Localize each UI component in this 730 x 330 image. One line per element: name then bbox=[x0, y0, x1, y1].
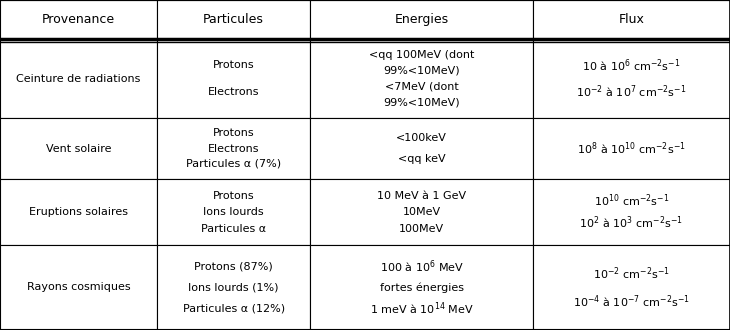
Bar bbox=[157, 179, 310, 245]
Text: Energies: Energies bbox=[394, 13, 449, 26]
Text: <qq keV: <qq keV bbox=[398, 154, 445, 164]
Text: 99%<10MeV): 99%<10MeV) bbox=[383, 97, 460, 107]
Text: Protons: Protons bbox=[212, 191, 255, 201]
Bar bbox=[310, 245, 533, 329]
Bar bbox=[0, 0, 157, 39]
Text: 99%<10MeV): 99%<10MeV) bbox=[383, 66, 460, 76]
Text: 10$^{10}$ cm$^{-2}$s$^{-1}$: 10$^{10}$ cm$^{-2}$s$^{-1}$ bbox=[593, 193, 669, 210]
Text: Protons: Protons bbox=[212, 60, 255, 70]
Bar bbox=[310, 179, 533, 245]
Text: 10$^{-2}$ cm$^{-2}$s$^{-1}$: 10$^{-2}$ cm$^{-2}$s$^{-1}$ bbox=[593, 265, 670, 281]
Bar bbox=[533, 0, 730, 39]
Bar bbox=[310, 39, 533, 118]
Text: Protons (87%): Protons (87%) bbox=[194, 261, 273, 271]
Text: Flux: Flux bbox=[618, 13, 645, 26]
Text: Particules α (12%): Particules α (12%) bbox=[182, 303, 285, 313]
Bar bbox=[310, 118, 533, 179]
Bar bbox=[533, 179, 730, 245]
Text: Particules α (7%): Particules α (7%) bbox=[186, 159, 281, 169]
Text: 10 MeV à 1 GeV: 10 MeV à 1 GeV bbox=[377, 191, 466, 201]
Text: Protons: Protons bbox=[212, 128, 255, 138]
Text: Ceinture de radiations: Ceinture de radiations bbox=[16, 74, 141, 83]
Text: Particules α: Particules α bbox=[201, 224, 266, 234]
Bar bbox=[0, 179, 157, 245]
Text: 1 meV à 10$^{14}$ MeV: 1 meV à 10$^{14}$ MeV bbox=[369, 300, 474, 316]
Text: 100 à 10$^{6}$ MeV: 100 à 10$^{6}$ MeV bbox=[380, 258, 464, 275]
Text: 10MeV: 10MeV bbox=[402, 207, 441, 217]
Bar bbox=[157, 118, 310, 179]
Text: Rayons cosmiques: Rayons cosmiques bbox=[27, 282, 130, 292]
Bar bbox=[157, 0, 310, 39]
Text: 10$^{8}$ à 10$^{10}$ cm$^{-2}$s$^{-1}$: 10$^{8}$ à 10$^{10}$ cm$^{-2}$s$^{-1}$ bbox=[577, 140, 686, 157]
Text: Provenance: Provenance bbox=[42, 13, 115, 26]
Bar bbox=[0, 39, 157, 118]
Text: Electrons: Electrons bbox=[208, 87, 259, 97]
Bar bbox=[533, 118, 730, 179]
Bar bbox=[157, 245, 310, 329]
Text: Electrons: Electrons bbox=[208, 144, 259, 154]
Text: Particules: Particules bbox=[203, 13, 264, 26]
Text: <100keV: <100keV bbox=[396, 134, 447, 144]
Text: fortes énergies: fortes énergies bbox=[380, 282, 464, 292]
Text: Ions lourds: Ions lourds bbox=[203, 207, 264, 217]
Text: Vent solaire: Vent solaire bbox=[46, 144, 111, 154]
Bar bbox=[157, 39, 310, 118]
Text: <qq 100MeV (dont: <qq 100MeV (dont bbox=[369, 50, 474, 60]
Text: <7MeV (dont: <7MeV (dont bbox=[385, 82, 458, 91]
Text: 100MeV: 100MeV bbox=[399, 224, 444, 234]
Bar bbox=[0, 245, 157, 329]
Text: 10$^{2}$ à 10$^{3}$ cm$^{-2}$s$^{-1}$: 10$^{2}$ à 10$^{3}$ cm$^{-2}$s$^{-1}$ bbox=[580, 215, 683, 231]
Bar bbox=[0, 118, 157, 179]
Text: Eruptions solaires: Eruptions solaires bbox=[29, 207, 128, 217]
Text: 10 à 10$^{6}$ cm$^{-2}$s$^{-1}$: 10 à 10$^{6}$ cm$^{-2}$s$^{-1}$ bbox=[582, 57, 681, 74]
Bar bbox=[310, 0, 533, 39]
Bar bbox=[533, 39, 730, 118]
Text: 10$^{-4}$ à 10$^{-7}$ cm$^{-2}$s$^{-1}$: 10$^{-4}$ à 10$^{-7}$ cm$^{-2}$s$^{-1}$ bbox=[573, 293, 690, 310]
Text: Ions lourds (1%): Ions lourds (1%) bbox=[188, 282, 279, 292]
Bar bbox=[533, 245, 730, 329]
Text: 10$^{-2}$ à 10$^{7}$ cm$^{-2}$s$^{-1}$: 10$^{-2}$ à 10$^{7}$ cm$^{-2}$s$^{-1}$ bbox=[576, 83, 687, 100]
